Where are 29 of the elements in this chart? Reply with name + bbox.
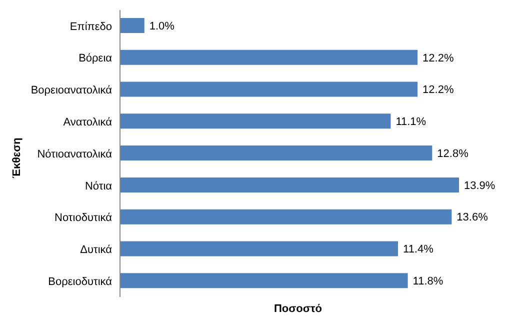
y-tick-label: Βορειοανατολικά: [30, 84, 113, 97]
bar: [120, 50, 418, 65]
data-label: 11.1%: [396, 116, 426, 128]
y-tick-label: Νότιοανατολικά: [37, 148, 113, 160]
data-label: 13.6%: [456, 212, 488, 224]
y-tick-label: Νότια: [84, 180, 113, 192]
y-tick-label: Βορειοδυτικά: [48, 276, 113, 288]
y-tick-label: Βόρεια: [78, 52, 113, 65]
y-axis-title: Έκθεση: [11, 137, 23, 178]
data-label: 1.0%: [149, 20, 175, 32]
bar: [120, 209, 452, 224]
bar: [120, 177, 459, 192]
y-tick-label: Ανατολικά: [63, 116, 113, 129]
bar: [120, 273, 408, 288]
bar: [120, 82, 418, 97]
y-tick-label: Επίπεδο: [70, 20, 112, 33]
data-label: 12.8%: [437, 148, 469, 160]
data-label: 11.8%: [412, 276, 444, 288]
bar: [120, 146, 432, 161]
bar: [120, 18, 144, 33]
data-label: 12.2%: [422, 52, 454, 64]
bar: [120, 241, 398, 256]
bar: [120, 114, 391, 129]
data-label: 12.2%: [422, 84, 454, 96]
data-label: 13.9%: [464, 180, 496, 192]
y-tick-label: Νοτιοδυτικά: [54, 212, 113, 224]
y-tick-label: Δυτικά: [80, 244, 113, 256]
x-axis-title: Ποσοστό: [274, 303, 322, 315]
data-label: 11.4%: [403, 244, 434, 256]
